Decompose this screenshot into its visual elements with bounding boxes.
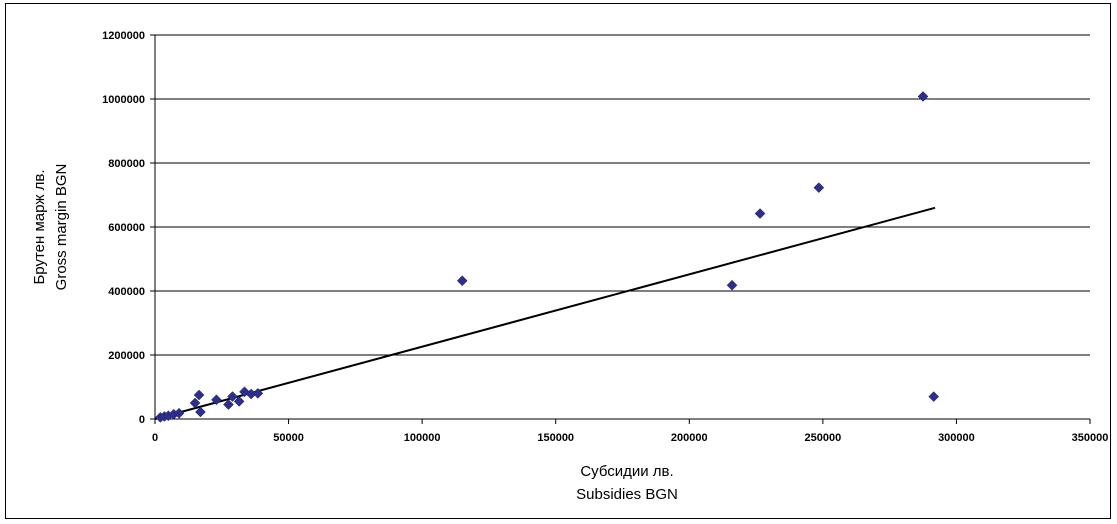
y-axis-title-line1: Брутен марж лв. <box>31 169 48 284</box>
y-tick-label: 1000000 <box>102 94 145 106</box>
data-point <box>754 208 766 219</box>
data-point <box>252 388 264 399</box>
data-points <box>154 91 940 423</box>
x-axis-title-line2: Subsidies BGN <box>576 486 678 503</box>
data-point <box>211 394 222 406</box>
data-point <box>173 407 185 419</box>
x-tick-label: 0 <box>152 432 158 444</box>
x-tick-label: 350000 <box>1072 432 1109 444</box>
y-tick-label: 400000 <box>108 286 145 298</box>
y-axis-title-line2: Gross margin BGN <box>53 164 70 291</box>
x-tick-labels: 0 50000 100000 150000 200000 250000 300000 3500… <box>152 432 1108 444</box>
trendline-group <box>154 206 936 420</box>
data-point <box>726 279 738 291</box>
data-point <box>189 397 201 409</box>
x-tick-label: 50000 <box>273 432 304 444</box>
data-point <box>223 399 234 410</box>
data-point <box>917 91 929 102</box>
trendline <box>154 206 936 420</box>
y-tick-label: 800000 <box>108 158 145 170</box>
data-point <box>813 182 825 193</box>
x-tick-label: 250000 <box>804 432 841 444</box>
data-point <box>227 391 238 402</box>
x-tick-label: 300000 <box>938 432 975 444</box>
y-tick-labels: 0 200000 400000 600000 800000 1000000 1200000 <box>102 30 145 426</box>
data-point <box>233 396 245 407</box>
y-tick-label: 200000 <box>108 350 145 362</box>
y-tick-label: 1200000 <box>102 30 145 42</box>
chart-frame <box>5 3 1111 519</box>
gridlines <box>155 34 1090 356</box>
data-point <box>195 406 206 418</box>
axis-titles: Субсидии лв. Subsidies BGN Брутен марж л… <box>31 164 678 503</box>
x-axis-title-line1: Субсидии лв. <box>580 463 673 480</box>
data-point <box>928 391 940 402</box>
x-tick-label: 200000 <box>671 432 708 444</box>
x-tick-label: 150000 <box>537 432 574 444</box>
x-tick-label: 100000 <box>404 432 441 444</box>
data-point <box>193 389 205 401</box>
y-tick-label: 0 <box>139 414 145 426</box>
axes <box>150 34 1091 424</box>
data-point <box>456 275 468 287</box>
y-tick-label: 600000 <box>108 222 145 234</box>
